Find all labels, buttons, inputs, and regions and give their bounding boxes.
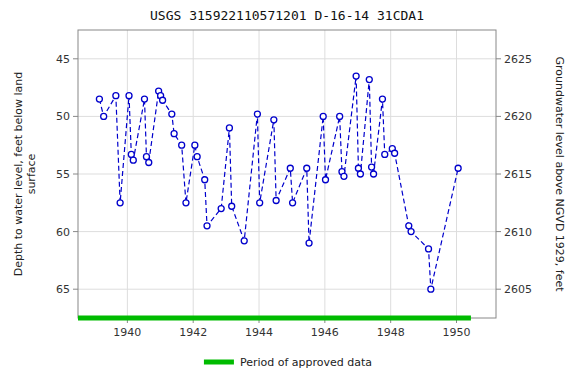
data-point — [455, 165, 461, 171]
y-tick — [73, 116, 78, 117]
data-point — [143, 154, 149, 160]
grid-line-y — [78, 116, 496, 117]
y2-tick-label: 2620 — [504, 110, 532, 123]
data-point — [392, 150, 398, 156]
data-point — [379, 96, 385, 102]
y2-tick — [496, 116, 501, 117]
data-point — [287, 165, 293, 171]
data-point — [117, 200, 123, 206]
data-point — [171, 131, 177, 137]
data-point — [366, 77, 372, 83]
data-point — [202, 177, 208, 183]
y2-axis: 2605 2610 2615 2620 2625 — [496, 53, 532, 296]
x-tick-label: 1950 — [443, 326, 471, 339]
y-tick-label: 45 — [56, 53, 70, 66]
data-line — [99, 76, 458, 289]
y-tick-label: 55 — [56, 168, 70, 181]
y-tick — [73, 231, 78, 232]
y2-tick-label: 2605 — [504, 283, 532, 296]
data-point — [169, 111, 175, 117]
data-point — [341, 173, 347, 179]
x-axis: 1940 1942 1944 1946 1948 1950 — [113, 318, 470, 339]
data-point — [141, 96, 147, 102]
grid-line-y — [78, 58, 496, 59]
y2-tick — [496, 58, 501, 59]
data-point — [254, 111, 260, 117]
y2-tick-label: 2610 — [504, 226, 532, 239]
x-tick-label: 1946 — [311, 326, 339, 339]
legend-label: Period of approved data — [240, 356, 372, 369]
data-point — [337, 113, 343, 119]
data-point — [428, 286, 434, 292]
y2-tick — [496, 231, 501, 232]
y2-tick — [496, 289, 501, 290]
y-tick-label: 65 — [56, 283, 70, 296]
data-point — [323, 177, 329, 183]
data-point — [179, 142, 185, 148]
legend: Period of approved data — [204, 356, 372, 369]
data-point — [369, 164, 375, 170]
data-point — [306, 240, 312, 246]
data-point — [241, 238, 247, 244]
data-point — [355, 165, 361, 171]
data-point — [128, 151, 134, 157]
x-tick-label: 1944 — [245, 326, 273, 339]
data-point — [183, 200, 189, 206]
y-tick — [73, 289, 78, 290]
data-point — [426, 246, 432, 252]
data-point — [204, 223, 210, 229]
data-point — [194, 154, 200, 160]
data-point — [320, 113, 326, 119]
plot-data — [96, 73, 461, 292]
y-axis-label-line: surface — [25, 153, 38, 194]
data-point — [229, 203, 235, 209]
x-tick-label: 1948 — [377, 326, 405, 339]
y-tick-label: 50 — [56, 110, 70, 123]
data-point — [226, 125, 232, 131]
data-point — [130, 157, 136, 163]
y-tick — [73, 174, 78, 175]
y-tick — [73, 58, 78, 59]
data-point — [290, 200, 296, 206]
data-point — [408, 229, 414, 235]
approved-period-bar — [78, 316, 471, 321]
data-point — [101, 113, 107, 119]
y2-axis-label: Groundwater level above NGVD 1929, feet — [553, 56, 566, 292]
data-point — [192, 142, 198, 148]
data-point — [113, 93, 119, 99]
data-point — [218, 206, 224, 212]
data-point — [160, 97, 166, 103]
data-point — [357, 171, 363, 177]
y2-tick-label: 2615 — [504, 168, 532, 181]
data-point — [96, 96, 102, 102]
data-point — [371, 171, 377, 177]
grid-line-y — [78, 174, 496, 175]
data-point — [273, 197, 279, 203]
data-point — [382, 151, 388, 157]
data-point — [304, 165, 310, 171]
y2-tick-label: 2625 — [504, 53, 532, 66]
grid-line-y — [78, 231, 496, 232]
data-point — [146, 159, 152, 165]
grid — [78, 30, 496, 318]
chart-title: USGS 315922110571201 D-16-14 31CDA1 — [150, 8, 424, 23]
x-tick-label: 1942 — [179, 326, 207, 339]
data-point — [126, 93, 132, 99]
y-axis: 45 50 55 60 65 — [56, 53, 78, 296]
plot-frame — [78, 30, 496, 318]
y2-tick — [496, 174, 501, 175]
legend-swatch — [204, 360, 234, 365]
y-axis-label-line: Depth to water level, feet below land — [12, 72, 25, 277]
x-tick-label: 1940 — [113, 326, 141, 339]
data-point — [257, 200, 263, 206]
data-point — [406, 223, 412, 229]
data-point — [271, 117, 277, 123]
y-tick-label: 60 — [56, 226, 70, 239]
data-point — [353, 73, 359, 79]
chart: 1940194219441946194819504550556065260526… — [0, 0, 576, 384]
y-axis-label: Depth to water level, feet below landsur… — [12, 72, 38, 277]
